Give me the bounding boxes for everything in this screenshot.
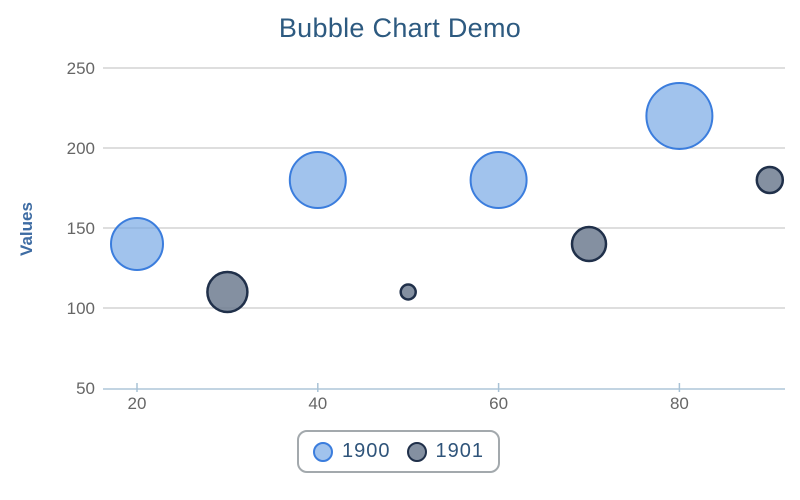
bubble-1900-x20-y140[interactable]	[110, 217, 164, 271]
y-tick-label-200: 200	[67, 139, 95, 158]
chart-title: Bubble Chart Demo	[278, 13, 522, 43]
legend-label-1901: 1901	[435, 440, 484, 462]
y-tick-label-150: 150	[67, 219, 95, 238]
y-tick-label-100: 100	[67, 299, 95, 318]
bubble-1900-x60-y180[interactable]	[469, 151, 528, 209]
bubble-1901-x90-y180[interactable]	[755, 165, 785, 195]
legend-marker-1901-icon	[406, 441, 427, 462]
y-axis-title: Values	[17, 202, 36, 256]
plot-area: 50 100 150 200 250 20 40 60 80 Values	[17, 59, 785, 413]
legend-marker-1900-icon	[313, 441, 333, 462]
x-tick-label-40: 40	[308, 394, 327, 413]
bubble-1901-x30-y110[interactable]	[206, 270, 249, 314]
legend-label-1900: 1900	[342, 440, 391, 462]
y-tick-label-50: 50	[76, 379, 95, 398]
y-tick-label-250: 250	[67, 59, 95, 78]
x-tick-label-60: 60	[489, 394, 508, 413]
bubble-1901-x70-y140[interactable]	[570, 225, 608, 263]
bubble-1901-x50-y110[interactable]	[399, 283, 417, 301]
legend-item-1900[interactable]: 1900	[313, 440, 391, 463]
legend-item-1901[interactable]: 1901	[406, 440, 485, 463]
bubble-1900-x40-y180[interactable]	[288, 151, 347, 209]
bubble-1900-x80-y220[interactable]	[645, 82, 714, 150]
x-tick-label-80: 80	[670, 394, 689, 413]
x-tick-label-20: 20	[128, 394, 147, 413]
legend: 1900 1901	[297, 430, 500, 473]
